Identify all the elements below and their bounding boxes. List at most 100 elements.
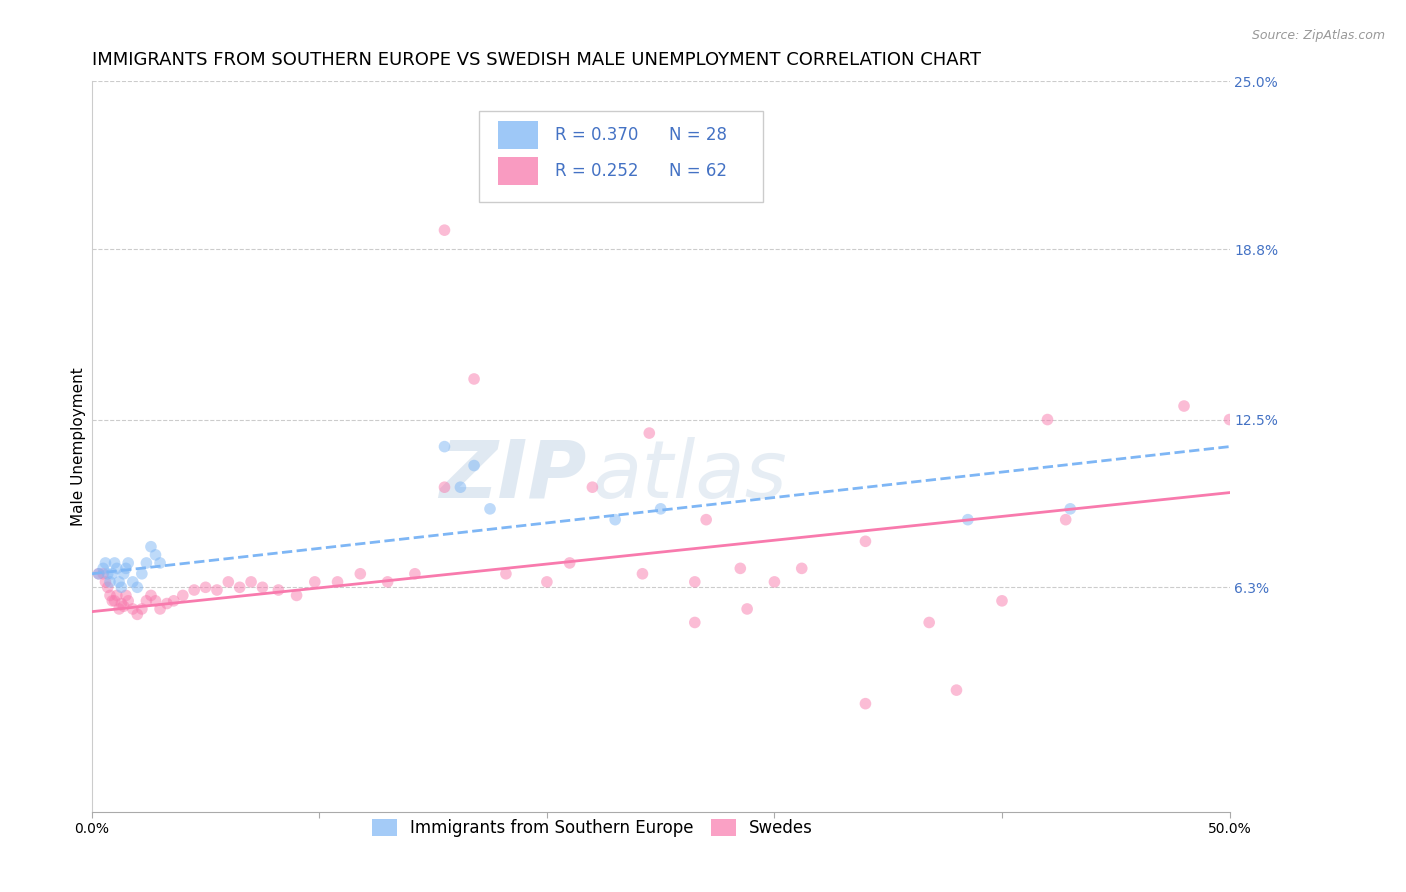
Point — [101, 594, 124, 608]
Point — [404, 566, 426, 581]
Legend: Immigrants from Southern Europe, Swedes: Immigrants from Southern Europe, Swedes — [366, 813, 820, 844]
Point — [252, 580, 274, 594]
FancyBboxPatch shape — [498, 120, 537, 149]
Text: IMMIGRANTS FROM SOUTHERN EUROPE VS SWEDISH MALE UNEMPLOYMENT CORRELATION CHART: IMMIGRANTS FROM SOUTHERN EUROPE VS SWEDI… — [91, 51, 981, 69]
Point — [433, 440, 456, 454]
Point — [139, 589, 162, 603]
Point — [463, 372, 485, 386]
FancyBboxPatch shape — [498, 157, 537, 185]
Point — [127, 580, 149, 594]
Point — [638, 426, 661, 441]
Point — [121, 602, 143, 616]
Point — [695, 513, 717, 527]
Point — [149, 602, 172, 616]
Point — [110, 580, 132, 594]
Point — [1036, 412, 1059, 426]
Point — [97, 580, 120, 594]
Point — [117, 594, 139, 608]
Point — [683, 615, 706, 630]
Text: R = 0.370: R = 0.370 — [555, 126, 638, 144]
Point — [91, 561, 114, 575]
Point — [240, 574, 263, 589]
Point — [433, 223, 456, 237]
Point — [605, 513, 627, 527]
Point — [117, 556, 139, 570]
Point — [217, 574, 239, 589]
Text: Source: ZipAtlas.com: Source: ZipAtlas.com — [1251, 29, 1385, 42]
Text: atlas: atlas — [592, 437, 787, 515]
Point — [1218, 412, 1240, 426]
Text: ZIP: ZIP — [439, 437, 586, 515]
Point — [97, 566, 120, 581]
Point — [105, 589, 128, 603]
Point — [730, 561, 752, 575]
FancyBboxPatch shape — [478, 111, 763, 202]
Point — [763, 574, 786, 589]
Point — [156, 597, 179, 611]
Point — [135, 556, 157, 570]
Point — [449, 480, 471, 494]
Point — [558, 556, 581, 570]
Point — [183, 582, 205, 597]
Point — [433, 480, 456, 494]
Point — [326, 574, 349, 589]
Point — [103, 556, 125, 570]
Point — [94, 556, 117, 570]
Point — [945, 683, 967, 698]
Point — [918, 615, 941, 630]
Point — [94, 574, 117, 589]
Point — [650, 501, 672, 516]
Point — [163, 594, 186, 608]
Point — [304, 574, 326, 589]
Point — [103, 594, 125, 608]
Point — [131, 602, 153, 616]
Point — [463, 458, 485, 473]
Point — [1059, 501, 1081, 516]
Point — [735, 602, 758, 616]
Point — [121, 574, 143, 589]
Point — [110, 597, 132, 611]
Point — [205, 582, 228, 597]
Point — [127, 607, 149, 622]
Text: N = 28: N = 28 — [669, 126, 727, 144]
Point — [228, 580, 250, 594]
Point — [377, 574, 399, 589]
Point — [536, 574, 558, 589]
Point — [101, 566, 124, 581]
Point — [87, 566, 110, 581]
Point — [956, 513, 979, 527]
Point — [479, 501, 502, 516]
Point — [131, 566, 153, 581]
Point — [267, 582, 290, 597]
Point — [149, 556, 172, 570]
Point — [855, 534, 877, 549]
Point — [115, 561, 138, 575]
Point — [115, 589, 138, 603]
Point — [112, 566, 135, 581]
Point — [105, 561, 128, 575]
Point — [87, 566, 110, 581]
Point — [790, 561, 813, 575]
Point — [145, 594, 167, 608]
Point — [991, 594, 1014, 608]
Point — [98, 589, 121, 603]
Point — [145, 548, 167, 562]
Text: N = 62: N = 62 — [669, 162, 727, 180]
Point — [98, 574, 121, 589]
Point — [581, 480, 603, 494]
Point — [139, 540, 162, 554]
Point — [91, 566, 114, 581]
Text: R = 0.252: R = 0.252 — [555, 162, 638, 180]
Point — [1173, 399, 1195, 413]
Point — [683, 574, 706, 589]
Y-axis label: Male Unemployment: Male Unemployment — [72, 368, 86, 526]
Point — [112, 599, 135, 614]
Point — [108, 602, 131, 616]
Point — [285, 589, 308, 603]
Point — [135, 594, 157, 608]
Point — [172, 589, 194, 603]
Point — [194, 580, 217, 594]
Point — [349, 566, 371, 581]
Point — [1054, 513, 1077, 527]
Point — [108, 574, 131, 589]
